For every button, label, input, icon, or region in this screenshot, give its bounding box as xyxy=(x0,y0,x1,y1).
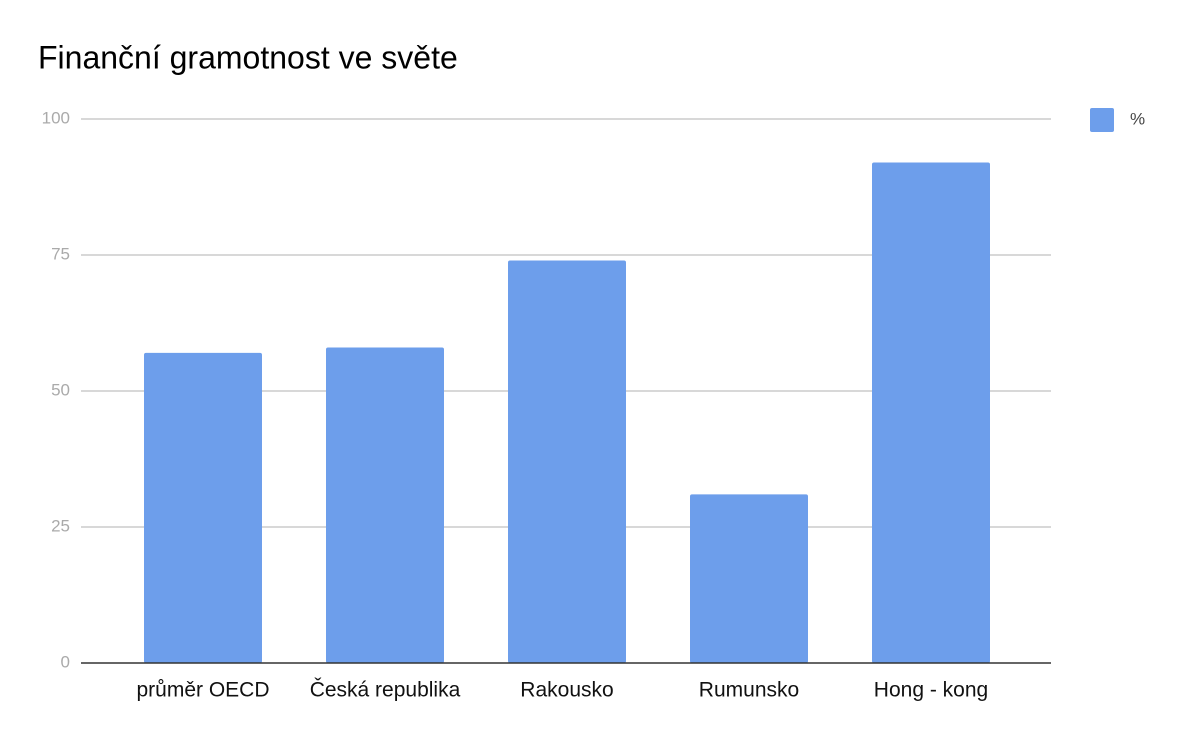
bar xyxy=(326,347,444,663)
bar xyxy=(872,162,990,663)
legend-label: % xyxy=(1130,109,1145,128)
y-tick-label: 75 xyxy=(51,244,70,263)
bar xyxy=(144,352,262,663)
legend-swatch xyxy=(1090,108,1114,132)
x-tick-label: Česká republika xyxy=(310,679,461,702)
x-tick-label: průměr OECD xyxy=(136,679,269,702)
y-tick-label: 100 xyxy=(42,108,70,127)
x-tick-label: Rakousko xyxy=(520,679,613,702)
bar xyxy=(690,494,808,663)
y-tick-label: 0 xyxy=(61,652,70,671)
x-tick-label: Hong - kong xyxy=(874,679,988,702)
bar xyxy=(508,260,626,663)
chart-title: Finanční gramotnost ve světe xyxy=(38,39,458,75)
x-tick-label: Rumunsko xyxy=(699,679,799,702)
y-tick-label: 25 xyxy=(51,516,70,535)
y-tick-label: 50 xyxy=(51,380,70,399)
